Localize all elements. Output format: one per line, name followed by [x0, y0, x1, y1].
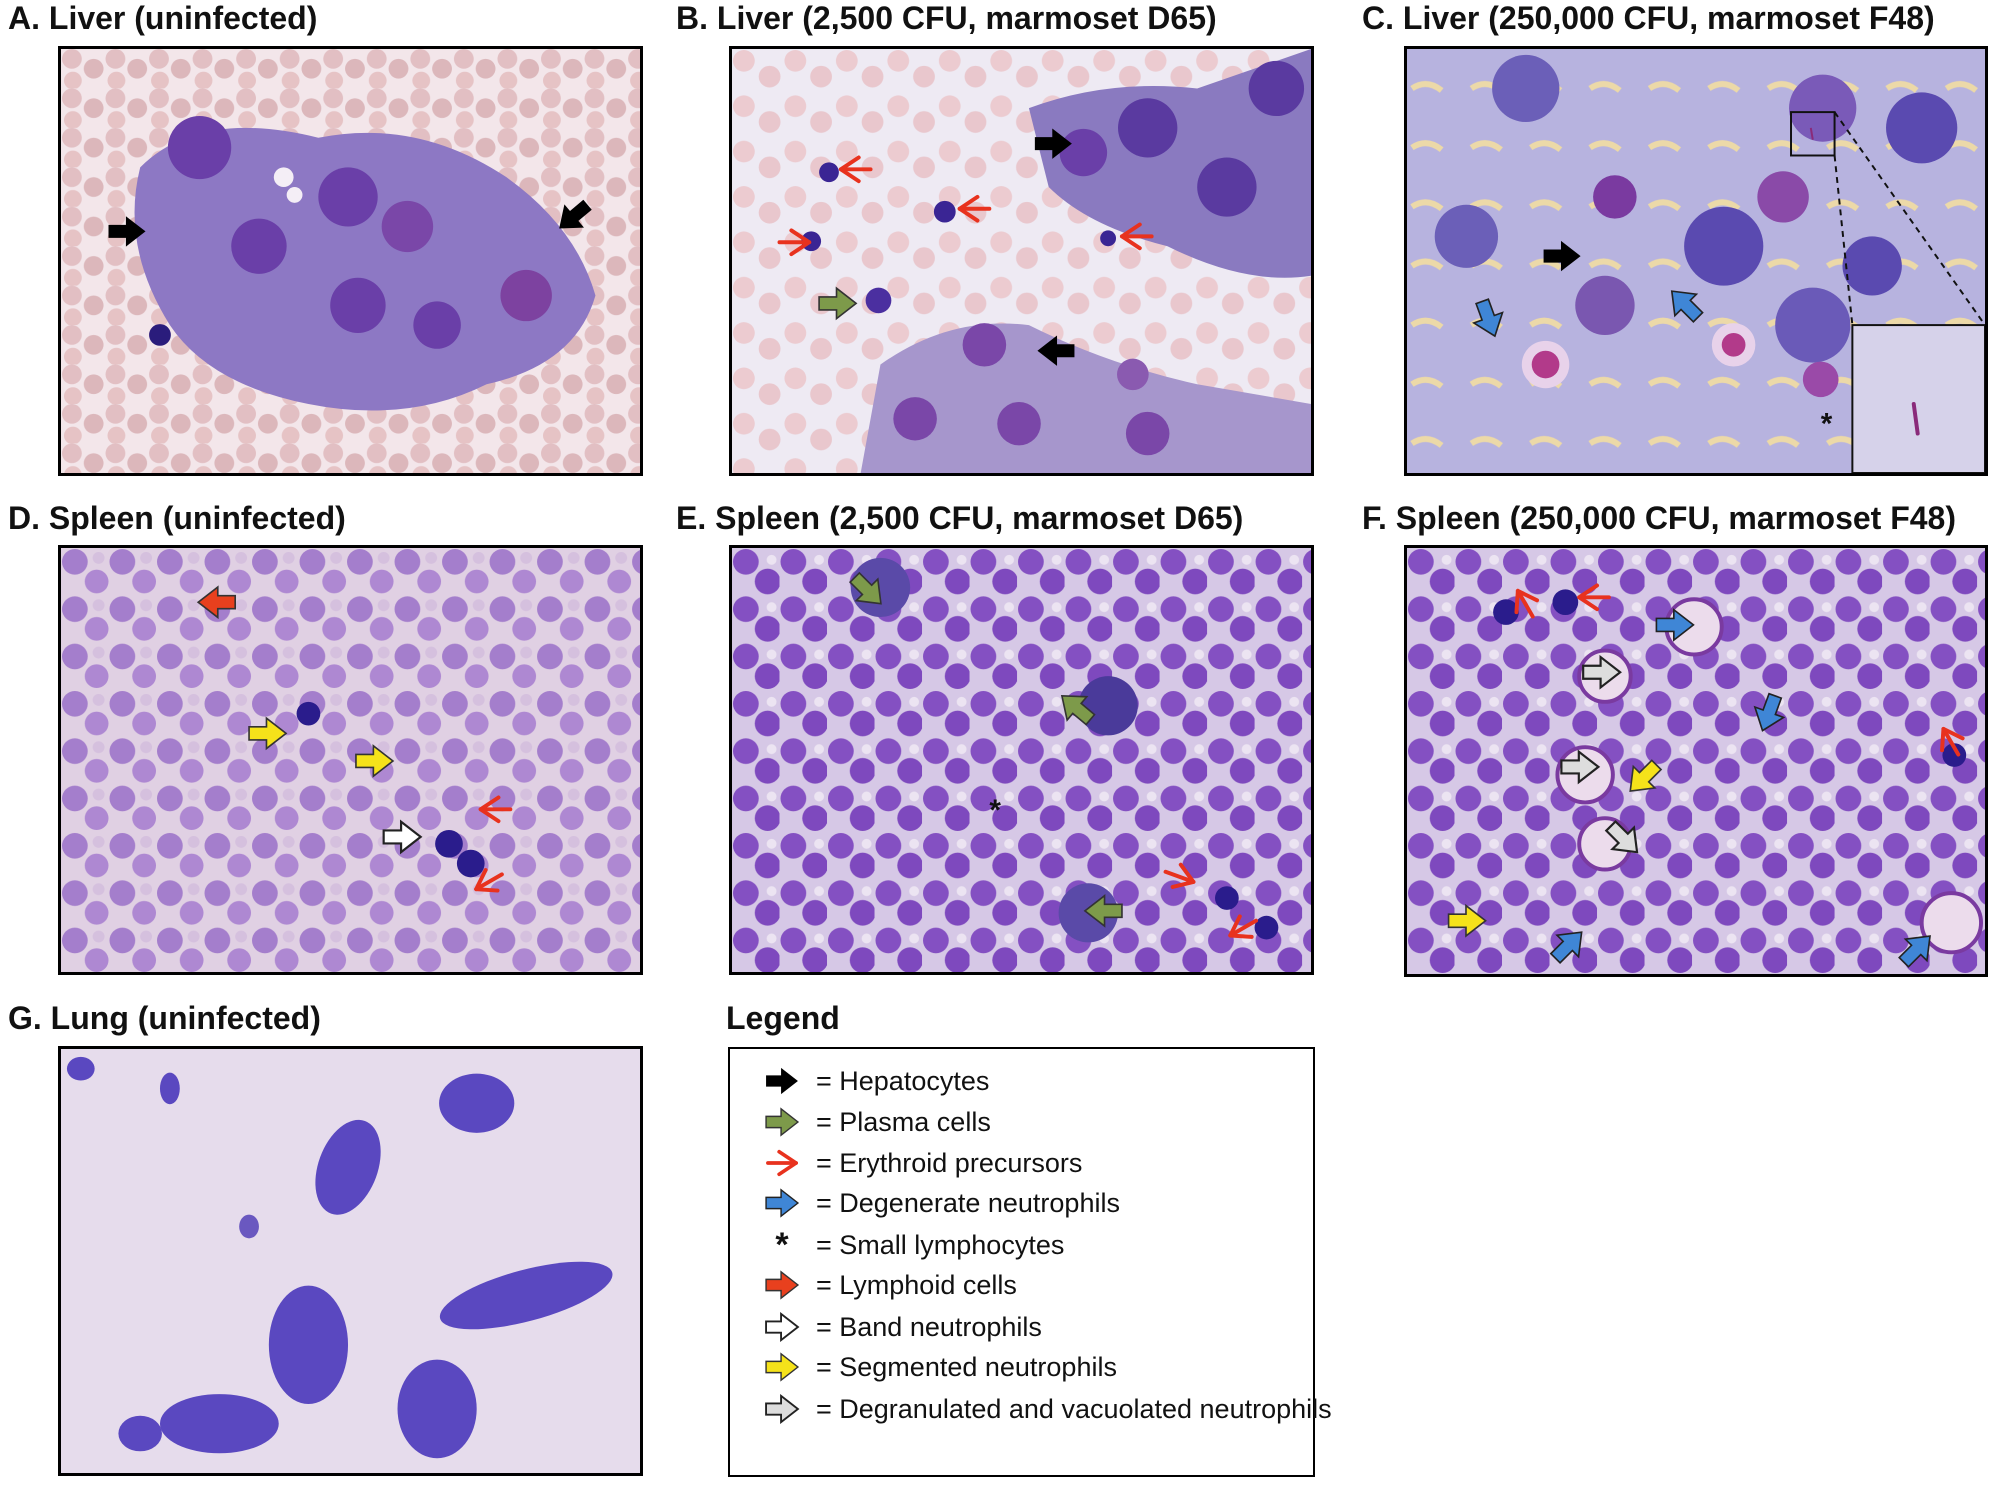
lymphoid-arrow-icon — [754, 1267, 810, 1303]
legend-item: * = Small lymphocytes — [754, 1225, 1065, 1264]
panel-b-title: B. Liver (2,500 CFU, marmoset D65) — [676, 0, 1217, 36]
legend-label: = Hepatocytes — [816, 1065, 990, 1096]
panel-c-title: C. Liver (250,000 CFU, marmoset F48) — [1362, 0, 1935, 36]
panel-e-micrograph: * — [729, 545, 1314, 975]
legend-label: = Segmented neutrophils — [816, 1351, 1117, 1382]
legend-label: = Degranulated and vacuolated neutrophil… — [816, 1393, 1332, 1424]
panel-d-micrograph — [58, 545, 643, 975]
panel-g-micrograph — [58, 1046, 643, 1476]
panel-c-micrograph: * — [1404, 46, 1988, 476]
hepatocyte-arrow-icon — [754, 1063, 810, 1099]
legend-item: = Degenerate neutrophils — [754, 1185, 1120, 1221]
legend-heading: Legend — [726, 1000, 840, 1036]
legend-label: = Plasma cells — [816, 1106, 991, 1137]
panel-e-title: E. Spleen (2,500 CFU, marmoset D65) — [676, 500, 1244, 536]
legend-label: = Small lymphocytes — [816, 1229, 1065, 1260]
panel-c-asterisk: * — [1821, 408, 1833, 441]
panel-e-asterisk: * — [989, 794, 1001, 827]
legend-item: = Segmented neutrophils — [754, 1349, 1117, 1385]
legend-item: = Plasma cells — [754, 1104, 991, 1140]
legend-label: = Degenerate neutrophils — [816, 1187, 1120, 1218]
panel-f-micrograph — [1404, 545, 1988, 977]
panel-a-micrograph — [58, 46, 643, 476]
panel-g-title: G. Lung (uninfected) — [8, 1000, 321, 1036]
panel-d-title: D. Spleen (uninfected) — [8, 500, 346, 536]
legend-item: = Hepatocytes — [754, 1063, 989, 1099]
legend-label: = Lymphoid cells — [816, 1269, 1017, 1300]
asterisk-icon: * — [754, 1225, 810, 1264]
asterisk-glyph: * — [775, 1225, 789, 1264]
degenerate-arrow-icon — [754, 1185, 810, 1221]
degranulated-arrow-icon — [754, 1391, 810, 1427]
segmented-arrow-icon — [754, 1349, 810, 1385]
legend-label: = Erythroid precursors — [816, 1147, 1083, 1178]
legend-label: = Band neutrophils — [816, 1311, 1042, 1342]
plasma-arrow-icon — [754, 1104, 810, 1140]
panel-b-micrograph — [729, 46, 1314, 476]
legend-box: = Hepatocytes = Plasma cells = Erythroid… — [728, 1047, 1332, 1477]
legend-item: = Band neutrophils — [754, 1309, 1042, 1345]
legend-item: = Erythroid precursors — [754, 1145, 1082, 1181]
panel-f-title: F. Spleen (250,000 CFU, marmoset F48) — [1362, 500, 1956, 536]
band-arrow-icon — [754, 1309, 810, 1345]
panel-a-title: A. Liver (uninfected) — [8, 0, 318, 36]
legend-item: = Lymphoid cells — [754, 1267, 1017, 1303]
erythroid-chevron-icon — [754, 1145, 810, 1181]
legend-item: = Degranulated and vacuolated neutrophil… — [754, 1391, 1332, 1427]
